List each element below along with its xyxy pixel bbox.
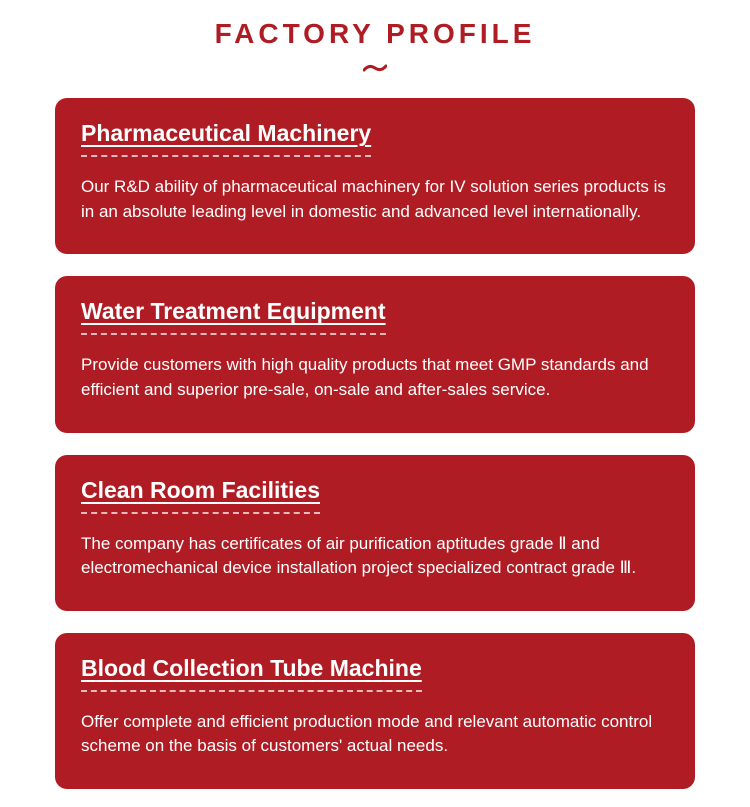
card-body: Provide customers with high quality prod… xyxy=(81,353,669,402)
squiggle-divider xyxy=(0,60,750,78)
card-body: Offer complete and efficient production … xyxy=(81,710,669,759)
card-body: The company has certificates of air puri… xyxy=(81,532,669,581)
card-blood-collection: Blood Collection Tube Machine Offer comp… xyxy=(55,633,695,789)
card-list: Pharmaceutical Machinery Our R&D ability… xyxy=(0,98,750,789)
card-title: Clean Room Facilities xyxy=(81,477,320,514)
card-title: Water Treatment Equipment xyxy=(81,298,386,335)
card-water-treatment: Water Treatment Equipment Provide custom… xyxy=(55,276,695,432)
card-body: Our R&D ability of pharmaceutical machin… xyxy=(81,175,669,224)
page-title: FACTORY PROFILE xyxy=(0,18,750,50)
card-pharmaceutical-machinery: Pharmaceutical Machinery Our R&D ability… xyxy=(55,98,695,254)
card-clean-room: Clean Room Facilities The company has ce… xyxy=(55,455,695,611)
card-title: Pharmaceutical Machinery xyxy=(81,120,371,157)
card-title: Blood Collection Tube Machine xyxy=(81,655,422,692)
